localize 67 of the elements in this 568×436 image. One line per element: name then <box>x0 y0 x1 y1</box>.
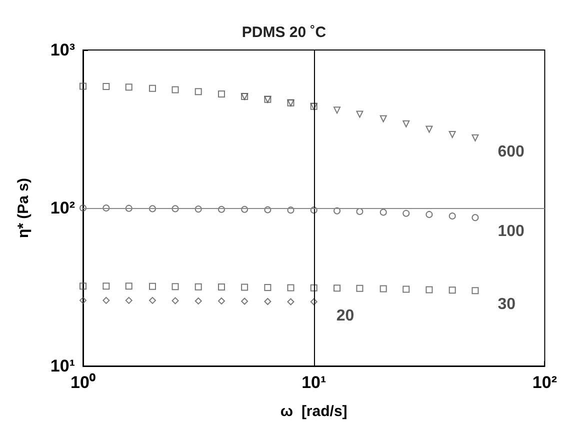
point <box>102 82 110 90</box>
point <box>287 284 294 292</box>
point <box>287 206 294 214</box>
point <box>194 297 202 304</box>
point <box>402 210 410 217</box>
point <box>310 298 318 306</box>
series-label: 600 <box>498 143 525 160</box>
point <box>241 206 248 213</box>
point <box>102 204 110 212</box>
point <box>218 297 225 304</box>
series-label: 30 <box>498 296 516 314</box>
point <box>426 286 433 294</box>
series-label: 20 <box>336 307 354 324</box>
point <box>334 284 341 292</box>
point <box>125 84 132 91</box>
point <box>402 286 410 293</box>
x-tick-label: 10¹ <box>302 373 326 392</box>
point <box>125 296 132 304</box>
point <box>218 206 225 213</box>
chart-title: PDMS 20 ˚C <box>242 24 326 41</box>
y-tick-label: 10³ <box>50 40 76 60</box>
point <box>80 282 86 290</box>
point <box>264 284 272 291</box>
point <box>356 284 364 292</box>
point <box>472 287 479 294</box>
y-tick-label: 10² <box>50 198 76 218</box>
point <box>80 296 86 304</box>
point <box>448 212 456 220</box>
point <box>172 283 179 290</box>
point <box>264 206 272 214</box>
point <box>264 298 272 305</box>
point <box>125 204 132 212</box>
point <box>241 298 248 305</box>
point <box>80 204 86 212</box>
point <box>310 284 318 292</box>
point <box>172 86 179 94</box>
x-axis-title: ω [rad/s] <box>280 403 348 420</box>
point <box>148 84 156 92</box>
y-tick-label: 10¹ <box>50 356 76 376</box>
point <box>218 284 225 291</box>
point <box>448 286 456 294</box>
point <box>334 207 341 214</box>
point <box>194 206 202 213</box>
point <box>472 214 479 222</box>
y-axis-title: η* (Pa s) <box>15 178 32 238</box>
x-tick-label: 10⁰ <box>70 373 96 392</box>
point <box>148 282 156 290</box>
x-tick-label: 10² <box>532 373 558 392</box>
point <box>287 298 294 306</box>
point <box>380 285 387 292</box>
point <box>125 282 132 290</box>
point <box>241 284 248 291</box>
point <box>149 205 156 212</box>
point <box>310 206 318 214</box>
point <box>172 297 179 304</box>
point <box>102 282 110 290</box>
point <box>148 296 156 304</box>
point <box>194 283 202 290</box>
point <box>356 208 364 216</box>
point <box>80 82 86 90</box>
point <box>194 88 202 96</box>
point <box>426 210 433 218</box>
point <box>218 90 225 98</box>
point <box>380 208 387 216</box>
series-label: 100 <box>498 223 525 240</box>
point <box>172 205 179 212</box>
point <box>102 296 110 304</box>
